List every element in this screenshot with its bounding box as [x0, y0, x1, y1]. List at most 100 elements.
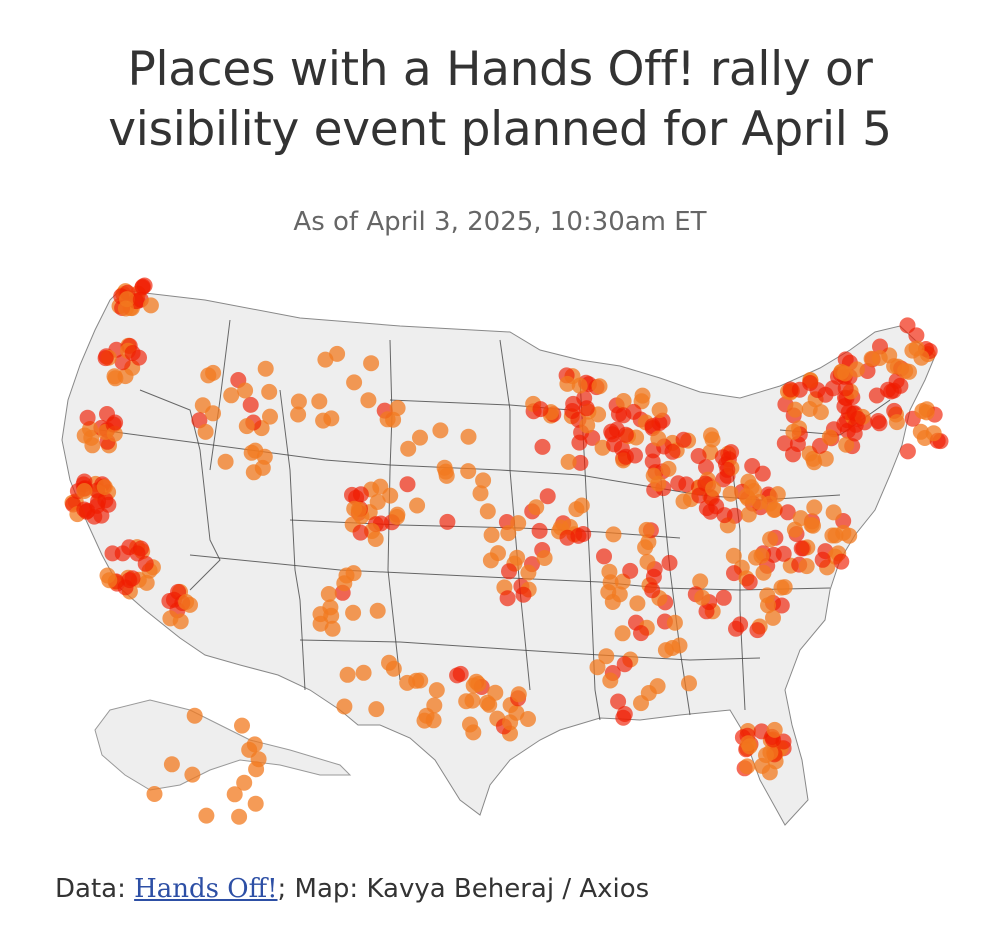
event-dot	[449, 667, 466, 684]
event-dot	[664, 443, 681, 460]
event-dot	[509, 549, 526, 566]
event-dot	[234, 717, 250, 734]
event-dot	[238, 418, 255, 435]
event-dot	[428, 682, 445, 699]
event-dot	[559, 375, 576, 392]
event-dot	[814, 551, 831, 568]
title-line-1: Places with a Hands Off! rally or	[127, 42, 873, 97]
event-dot	[352, 524, 369, 541]
event-dot	[705, 480, 722, 497]
event-dot	[465, 677, 482, 694]
event-dot	[572, 454, 589, 471]
event-dot	[785, 423, 802, 440]
event-dot	[369, 602, 386, 619]
event-dot	[616, 706, 633, 722]
event-dot	[262, 408, 278, 425]
event-dot	[257, 360, 274, 377]
event-dot	[650, 430, 667, 447]
event-dot	[90, 493, 107, 510]
event-dot	[841, 527, 858, 544]
event-dot	[615, 407, 632, 424]
event-dot	[379, 411, 396, 428]
event-dot	[661, 554, 678, 571]
us-event-map	[40, 270, 970, 850]
event-dot	[559, 529, 576, 546]
event-dot	[908, 327, 925, 344]
event-dot	[849, 410, 866, 427]
event-dot	[315, 412, 332, 429]
event-dot	[352, 486, 369, 503]
event-dot	[101, 572, 118, 589]
event-dot	[520, 564, 537, 581]
event-dot	[500, 525, 517, 542]
map-subtitle: As of April 3, 2025, 10:30am ET	[293, 207, 707, 237]
event-dot	[146, 786, 163, 802]
event-dot	[602, 672, 619, 689]
event-dot	[369, 494, 386, 510]
event-dot	[345, 565, 362, 582]
event-dot	[591, 378, 608, 395]
event-dot	[381, 654, 397, 671]
event-dot	[666, 614, 683, 631]
event-dot	[637, 539, 654, 556]
hands-off-link[interactable]: Hands Off!	[134, 874, 278, 904]
event-dot	[490, 545, 506, 562]
event-dot	[412, 429, 428, 446]
event-dot	[197, 423, 214, 440]
event-dot	[472, 485, 489, 502]
event-dot	[339, 666, 356, 683]
event-dot	[739, 758, 756, 775]
event-dot	[633, 625, 649, 642]
event-dot	[691, 487, 708, 504]
event-dot	[801, 401, 818, 417]
event-dot	[694, 589, 711, 606]
event-dot	[205, 405, 221, 422]
event-dot	[644, 418, 661, 435]
event-dot	[261, 383, 278, 400]
event-dot	[166, 591, 182, 608]
event-dot	[389, 509, 405, 525]
event-dot	[389, 400, 406, 416]
event-dot	[728, 620, 744, 637]
event-dot	[97, 350, 114, 367]
event-dot	[837, 351, 854, 368]
event-dot	[479, 503, 496, 520]
map-title: Places with a Hands Off! rally or visibi…	[0, 40, 1000, 160]
event-dot	[758, 747, 774, 764]
event-dot	[248, 761, 265, 778]
event-dot	[226, 786, 243, 803]
event-dot	[458, 693, 475, 710]
event-dot	[775, 545, 792, 562]
event-dot	[740, 506, 757, 523]
event-dot	[614, 625, 631, 642]
event-dot	[217, 453, 234, 470]
event-dot	[531, 522, 548, 539]
event-dot	[805, 517, 821, 534]
event-dot	[400, 440, 417, 457]
event-dot	[532, 401, 549, 418]
event-dot	[346, 374, 363, 391]
event-dot	[346, 500, 363, 517]
event-dot	[889, 358, 906, 375]
event-dot	[510, 515, 527, 532]
event-dot	[692, 573, 709, 590]
data-label: Data:	[55, 874, 135, 904]
event-dot	[198, 807, 215, 824]
event-dot	[142, 297, 159, 314]
event-dot	[137, 555, 154, 572]
event-dot	[773, 579, 790, 596]
title-line-2: visibility event planned for April 5	[108, 102, 892, 157]
event-dot	[510, 686, 527, 703]
event-dot	[499, 590, 516, 607]
event-dot	[904, 342, 921, 359]
event-dot	[871, 350, 888, 366]
event-dot	[786, 521, 803, 538]
event-dot	[329, 345, 346, 362]
event-dot	[837, 365, 854, 382]
event-dot	[79, 409, 96, 426]
event-dot	[355, 664, 372, 681]
event-dot	[664, 640, 681, 656]
event-dot	[311, 393, 328, 410]
event-dot	[481, 696, 498, 713]
event-dot	[573, 497, 590, 514]
